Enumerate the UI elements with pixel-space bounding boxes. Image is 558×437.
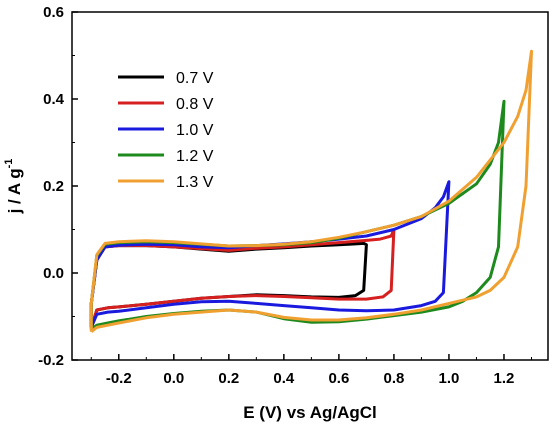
y-axis-title: j / A g-1 (3, 159, 24, 215)
legend-label: 1.0 V (176, 122, 214, 139)
x-tick-label: 0.6 (328, 370, 349, 387)
x-tick-label: 0.8 (383, 370, 404, 387)
legend-label: 0.8 V (176, 96, 214, 113)
legend-label: 1.2 V (176, 148, 214, 165)
legend-label: 0.7 V (176, 70, 214, 87)
x-tick-label: 0.2 (218, 370, 239, 387)
y-tick-label: 0.0 (43, 265, 64, 282)
x-tick-label: 0.4 (273, 370, 295, 387)
y-axis-title-superscript: -1 (3, 159, 15, 169)
x-tick-label: 1.2 (494, 370, 515, 387)
legend-label: 1.3 V (176, 174, 214, 191)
y-tick-label: -0.2 (38, 352, 64, 369)
ticks-layer: -0.2 0.0 0.2 0.4 0.6 0.8 1.0 1.2 -0.2 0.0 0.2 0.4 0.… (38, 4, 532, 387)
y-tick-label: 0.2 (43, 178, 64, 195)
x-axis-title: E (V) vs Ag/AgCl (243, 403, 377, 422)
y-axis-title-main: j / A g (5, 168, 24, 214)
curves-layer (89, 49, 533, 333)
legend: 0.7 V 0.8 V 1.0 V 1.2 V 1.3 V (118, 70, 214, 191)
series-line-4 (89, 49, 533, 333)
x-tick-label: 1.0 (439, 370, 460, 387)
y-tick-label: 0.4 (43, 91, 65, 108)
series-line-2 (89, 180, 451, 328)
series-line-0 (89, 241, 368, 328)
x-tick-label: 0.0 (163, 370, 184, 387)
y-tick-label: 0.6 (43, 4, 64, 21)
x-tick-label: -0.2 (106, 370, 132, 387)
